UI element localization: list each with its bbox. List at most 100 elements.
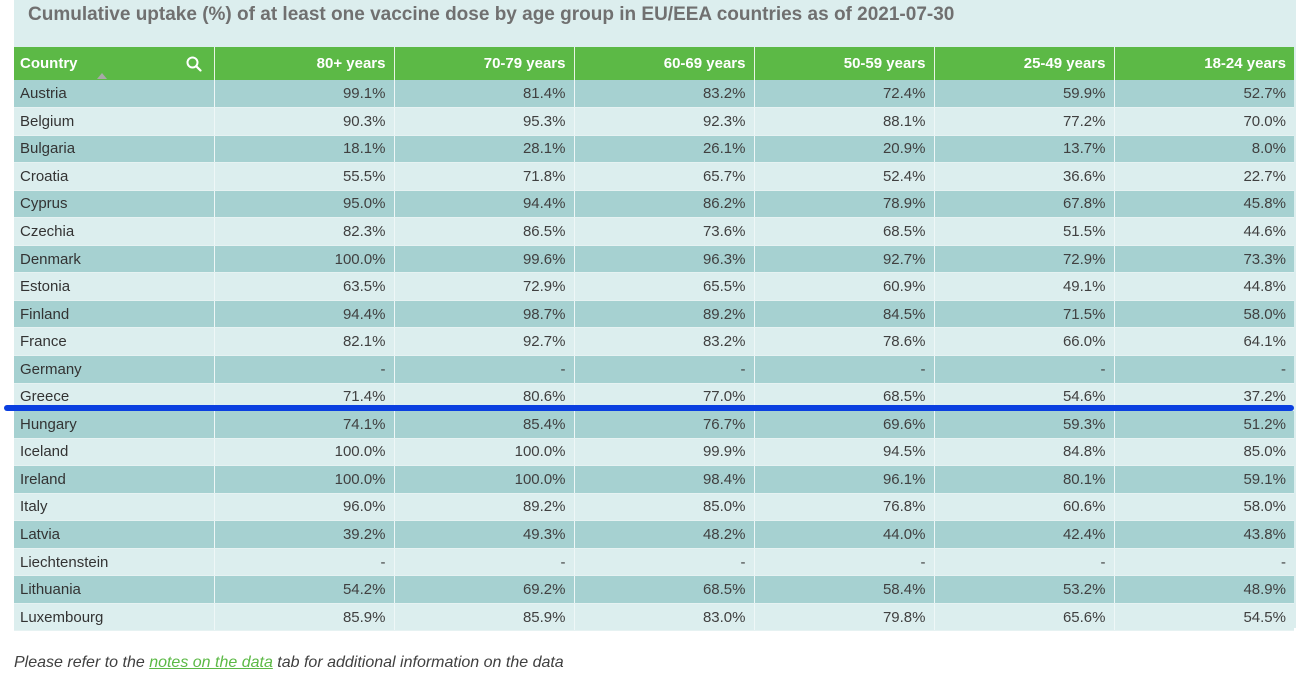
value-cell: 78.6%: [754, 327, 935, 356]
footer-suffix: tab for additional information on the da…: [272, 654, 564, 671]
column-header-80-plus[interactable]: 80+ years: [214, 47, 395, 80]
value-cell: 67.8%: [934, 190, 1115, 219]
value-cell: 92.7%: [754, 245, 935, 274]
value-cell: 44.8%: [1114, 272, 1294, 301]
value-cell: 59.3%: [934, 410, 1115, 439]
country-cell: Czechia: [14, 217, 215, 246]
value-cell: 68.5%: [574, 575, 755, 604]
value-cell: 58.0%: [1114, 300, 1294, 329]
value-cell: 68.5%: [754, 217, 935, 246]
value-cell: 58.4%: [754, 575, 935, 604]
country-cell: Austria: [14, 80, 215, 109]
value-cell: 83.2%: [574, 80, 755, 109]
value-cell: 52.4%: [754, 162, 935, 191]
value-cell: 90.3%: [214, 107, 395, 136]
value-cell: 100.0%: [394, 465, 575, 494]
value-cell: 69.6%: [754, 410, 935, 439]
table-row: Lithuania 54.2% 69.2% 68.5% 58.4% 53.2% 48.9%: [14, 575, 1294, 604]
value-cell: 85.0%: [1114, 438, 1294, 467]
country-cell: Ireland: [14, 465, 215, 494]
country-cell: Cyprus: [14, 190, 215, 219]
value-cell: 72.9%: [934, 245, 1115, 274]
value-cell: 82.3%: [214, 217, 395, 246]
value-cell: 20.9%: [754, 135, 935, 164]
notes-on-the-data-link[interactable]: notes on the data: [149, 654, 273, 671]
column-header-60-69[interactable]: 60-69 years: [574, 47, 755, 80]
value-cell: 84.8%: [934, 438, 1115, 467]
value-cell: 100.0%: [214, 438, 395, 467]
table-row: Estonia 63.5% 72.9% 65.5% 60.9% 49.1% 44.8%: [14, 272, 1294, 301]
value-cell: 99.9%: [574, 438, 755, 467]
value-cell: 88.1%: [754, 107, 935, 136]
table-row: Cyprus 95.0% 94.4% 86.2% 78.9% 67.8% 45.8%: [14, 190, 1294, 219]
value-cell: 95.3%: [394, 107, 575, 136]
country-cell: Latvia: [14, 520, 215, 549]
table-row: Austria 99.1% 81.4% 83.2% 72.4% 59.9% 52.7%: [14, 80, 1294, 109]
value-cell: 83.0%: [574, 603, 755, 632]
value-cell: 81.4%: [394, 80, 575, 109]
country-cell: Bulgaria: [14, 135, 215, 164]
value-cell: 64.1%: [1114, 327, 1294, 356]
value-cell: -: [1114, 548, 1294, 577]
country-cell: Finland: [14, 300, 215, 329]
value-cell: -: [394, 548, 575, 577]
country-cell: Liechtenstein: [14, 548, 215, 577]
table-row: Iceland 100.0% 100.0% 99.9% 94.5% 84.8% 85.0%: [14, 438, 1294, 467]
value-cell: 49.3%: [394, 520, 575, 549]
value-cell: 80.1%: [934, 465, 1115, 494]
column-header-70-79[interactable]: 70-79 years: [394, 47, 575, 80]
value-cell: 76.8%: [754, 493, 935, 522]
value-cell: 86.5%: [394, 217, 575, 246]
value-cell: 36.6%: [934, 162, 1115, 191]
table-row: Luxembourg 85.9% 85.9% 83.0% 79.8% 65.6% 54.5%: [14, 603, 1294, 632]
value-cell: -: [214, 548, 395, 577]
value-cell: 49.1%: [934, 272, 1115, 301]
country-cell: Belgium: [14, 107, 215, 136]
value-cell: 43.8%: [1114, 520, 1294, 549]
country-cell: Denmark: [14, 245, 215, 274]
country-cell: Iceland: [14, 438, 215, 467]
value-cell: -: [934, 548, 1115, 577]
value-cell: 77.2%: [934, 107, 1115, 136]
value-cell: -: [574, 355, 755, 384]
value-cell: 95.0%: [214, 190, 395, 219]
value-cell: 99.1%: [214, 80, 395, 109]
value-cell: 60.6%: [934, 493, 1115, 522]
value-cell: 73.3%: [1114, 245, 1294, 274]
value-cell: 59.9%: [934, 80, 1115, 109]
column-header-country[interactable]: Country: [14, 47, 215, 80]
value-cell: 99.6%: [394, 245, 575, 274]
value-cell: 60.9%: [754, 272, 935, 301]
value-cell: 73.6%: [574, 217, 755, 246]
value-cell: 51.5%: [934, 217, 1115, 246]
value-cell: -: [1114, 355, 1294, 384]
column-header-25-49[interactable]: 25-49 years: [934, 47, 1115, 80]
table-row: Hungary 74.1% 85.4% 76.7% 69.6% 59.3% 51.2%: [14, 410, 1294, 439]
value-cell: 26.1%: [574, 135, 755, 164]
table-row: Croatia 55.5% 71.8% 65.7% 52.4% 36.6% 22.7%: [14, 162, 1294, 191]
value-cell: 44.6%: [1114, 217, 1294, 246]
value-cell: 42.4%: [934, 520, 1115, 549]
table-row: Bulgaria 18.1% 28.1% 26.1% 20.9% 13.7% 8.0%: [14, 135, 1294, 164]
value-cell: 85.9%: [394, 603, 575, 632]
search-icon[interactable]: [186, 56, 202, 72]
sort-ascending-icon: [97, 73, 107, 79]
column-header-18-24[interactable]: 18-24 years: [1114, 47, 1294, 80]
country-cell: Luxembourg: [14, 603, 215, 632]
value-cell: 100.0%: [214, 245, 395, 274]
table-row: Belgium 90.3% 95.3% 92.3% 88.1% 77.2% 70.0%: [14, 107, 1294, 136]
value-cell: 98.4%: [574, 465, 755, 494]
value-cell: 98.7%: [394, 300, 575, 329]
value-cell: 74.1%: [214, 410, 395, 439]
value-cell: 69.2%: [394, 575, 575, 604]
value-cell: 72.9%: [394, 272, 575, 301]
column-header-50-59[interactable]: 50-59 years: [754, 47, 935, 80]
table-row: Italy 96.0% 89.2% 85.0% 76.8% 60.6% 58.0%: [14, 493, 1294, 522]
value-cell: 28.1%: [394, 135, 575, 164]
value-cell: 92.7%: [394, 327, 575, 356]
value-cell: 18.1%: [214, 135, 395, 164]
value-cell: 94.4%: [214, 300, 395, 329]
value-cell: 65.7%: [574, 162, 755, 191]
value-cell: -: [934, 355, 1115, 384]
value-cell: 52.7%: [1114, 80, 1294, 109]
